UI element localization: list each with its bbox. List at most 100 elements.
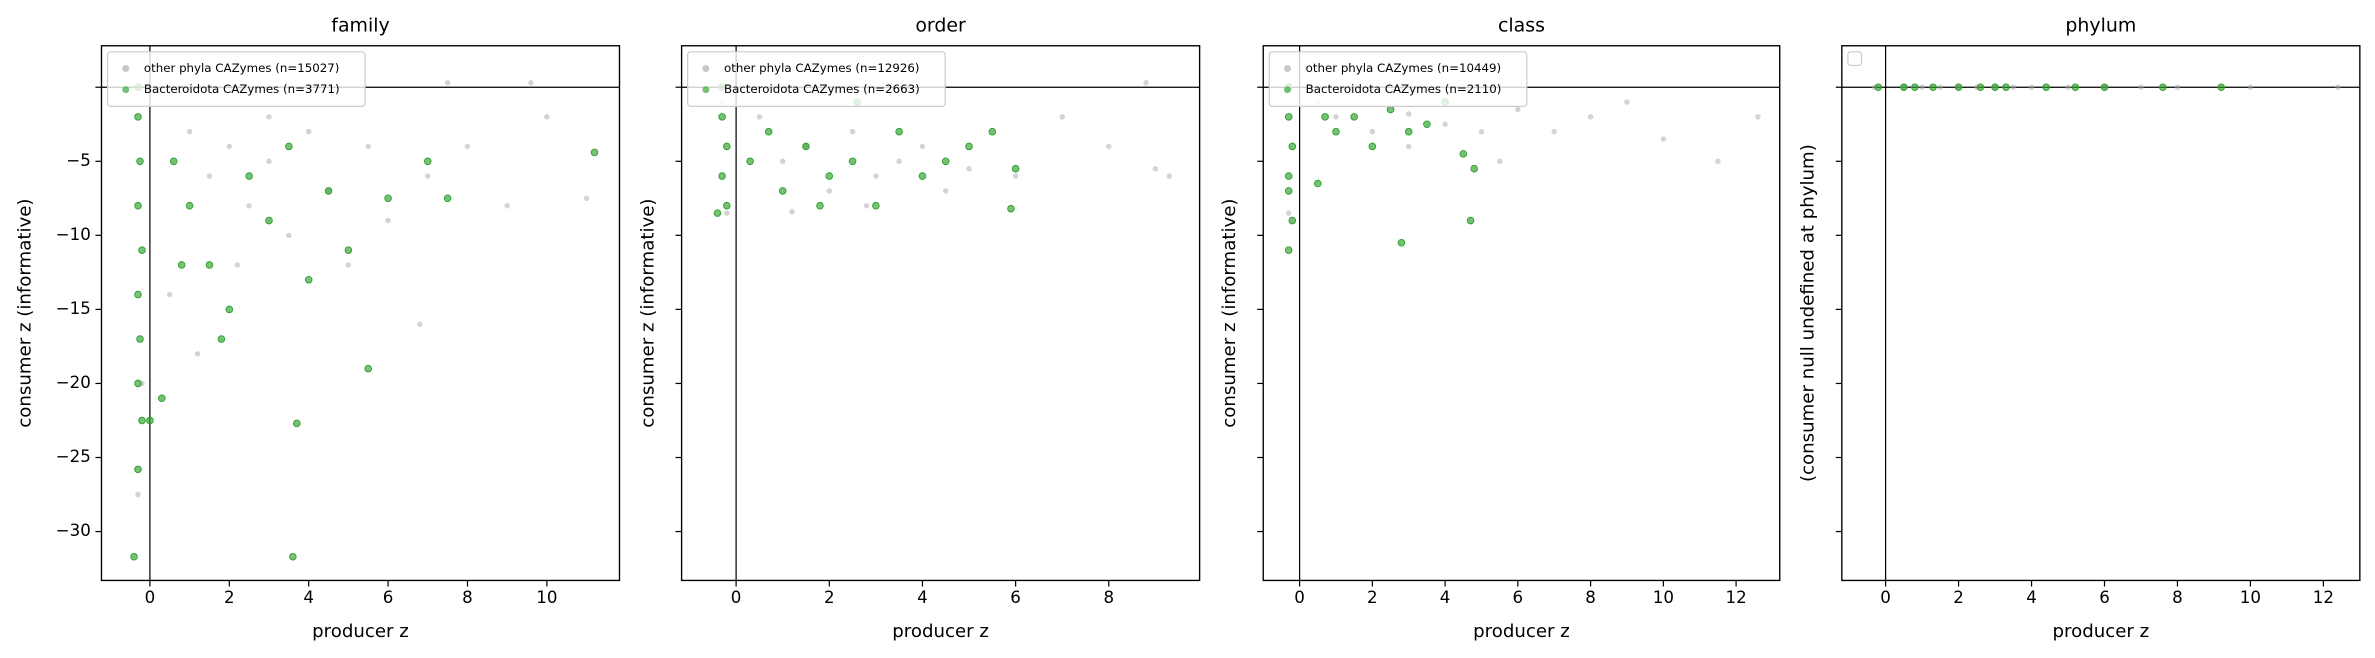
point <box>544 114 550 120</box>
point <box>2100 83 2109 92</box>
x-tick-label: 10 <box>536 588 557 607</box>
point <box>384 194 392 203</box>
x-tick-label: 12 <box>1725 588 1746 607</box>
legend-marker <box>122 86 130 94</box>
legend-marker <box>1283 64 1291 72</box>
point <box>756 114 763 120</box>
y-label: consumer z (informative) <box>15 198 36 427</box>
point <box>226 143 233 150</box>
point <box>764 127 773 136</box>
point <box>292 419 301 428</box>
point <box>206 173 213 179</box>
point <box>1333 114 1339 120</box>
point <box>1660 136 1667 142</box>
point <box>1284 246 1293 254</box>
title: phylum <box>2065 15 2136 37</box>
point <box>1288 216 1297 225</box>
axes-frame <box>680 45 1201 582</box>
point <box>941 157 950 166</box>
point <box>2159 83 2167 92</box>
point <box>1900 83 1908 92</box>
x-tick-label: 10 <box>1653 588 1674 607</box>
point <box>1397 238 1406 247</box>
point <box>848 157 857 166</box>
point <box>919 143 926 150</box>
point <box>1459 150 1468 158</box>
y-tick-label: −30 <box>56 521 91 540</box>
x-tick-label: 0 <box>1880 588 1891 607</box>
legend-box <box>1847 51 1863 67</box>
legend-label: Bacteroidota CAZymes (n=2110) <box>1306 82 1502 96</box>
x-tick-label: 0 <box>731 588 742 607</box>
x-tick-label: 2 <box>1367 588 1378 607</box>
legend-marker <box>1283 86 1291 94</box>
x-tick-label: 4 <box>2026 588 2037 607</box>
x-tick-label: 10 <box>2240 588 2261 607</box>
point <box>2065 84 2071 90</box>
point <box>1911 83 1919 92</box>
point <box>1406 143 1412 150</box>
point <box>724 210 730 216</box>
point <box>194 351 201 357</box>
point <box>825 172 834 180</box>
point <box>1314 179 1322 188</box>
x-tick-label: 12 <box>2313 588 2334 607</box>
point <box>966 165 972 172</box>
point <box>217 335 226 343</box>
point <box>713 209 722 217</box>
point <box>135 491 141 498</box>
point <box>1587 114 1594 120</box>
point <box>246 202 252 209</box>
x-tick-label: 6 <box>1513 588 1524 607</box>
title: order <box>915 15 966 37</box>
point <box>136 157 144 166</box>
point <box>1404 127 1413 136</box>
y-tick-label: −10 <box>56 225 91 244</box>
legend-label: other phyla CAZymes (n=15027) <box>144 61 340 75</box>
point <box>2174 84 2181 90</box>
point <box>918 172 927 180</box>
point <box>1423 120 1431 129</box>
point <box>1007 204 1015 213</box>
point <box>1284 187 1293 195</box>
legend-box <box>687 51 946 107</box>
point <box>723 201 731 210</box>
point <box>2247 84 2254 90</box>
point <box>2335 84 2341 90</box>
point <box>816 201 824 210</box>
legend-label: Bacteroidota CAZymes (n=3771) <box>144 82 340 96</box>
point <box>344 246 353 254</box>
subplot: 0 2 4 6 8 10 12 class producer z consumer z (info… <box>1219 15 1781 642</box>
point <box>1976 83 1985 92</box>
point <box>1755 114 1761 120</box>
point <box>205 261 214 269</box>
point <box>1466 216 1475 225</box>
point <box>185 201 194 210</box>
point <box>136 335 144 343</box>
point <box>1350 113 1358 121</box>
point <box>746 157 754 166</box>
x-tick-label: 8 <box>462 588 473 607</box>
y-label: consumer z (informative) <box>637 198 658 427</box>
point <box>134 201 142 210</box>
axes-frame <box>1841 45 2361 582</box>
point <box>130 552 138 561</box>
point <box>158 394 166 403</box>
point <box>146 416 154 425</box>
point <box>134 379 142 388</box>
point <box>1406 111 1412 117</box>
point <box>365 143 371 150</box>
point <box>943 188 949 194</box>
point <box>266 114 272 120</box>
point <box>1284 113 1293 121</box>
point <box>1059 114 1065 120</box>
point <box>590 148 599 157</box>
y-tick-label: −15 <box>56 299 91 318</box>
x-tick-label: 8 <box>1585 588 1596 607</box>
x-tick-label: 8 <box>1103 588 1114 607</box>
point <box>1332 127 1340 136</box>
point <box>2042 83 2050 92</box>
point <box>245 172 253 180</box>
title: class <box>1498 15 1545 37</box>
